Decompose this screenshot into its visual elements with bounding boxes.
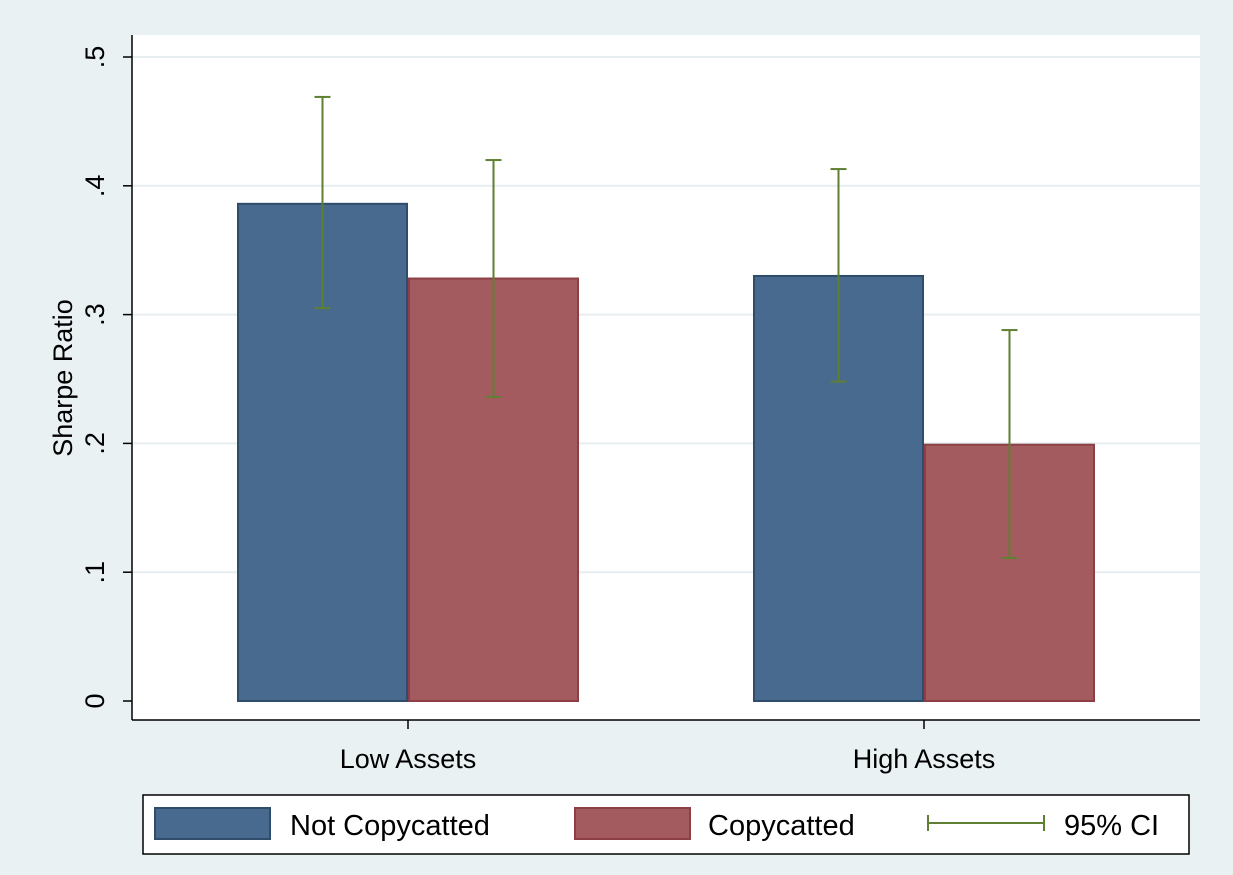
ci-not-copycatted-low-assets [314, 95, 331, 310]
x-tick-label: Low Assets [340, 744, 477, 774]
ci-not-copycatted-high-assets [830, 168, 847, 383]
legend-swatch-not-copycatted [154, 807, 271, 840]
y-tick-label: .2 [80, 432, 110, 455]
y-tick-label: .3 [80, 303, 110, 326]
ci-copycatted-high-assets [1001, 329, 1018, 560]
legend: Not Copycatted Copycatted 95% CI [142, 794, 1190, 855]
ci-copycatted-low-assets [485, 159, 502, 399]
legend-label: Copycatted [708, 810, 855, 842]
legend-label: Not Copycatted [290, 810, 490, 842]
x-tick-label: High Assets [853, 744, 996, 774]
legend-swatch-copycatted [574, 807, 691, 840]
axes: 0 .1 .2 .3 .4 .5 Low Assets High Assets [80, 35, 1200, 774]
confidence-intervals [314, 95, 1018, 560]
bars [237, 202, 1095, 702]
legend-ci-symbol [927, 815, 1045, 831]
legend-label-ci: 95% CI [1064, 810, 1159, 842]
y-tick-label: .4 [80, 175, 110, 198]
y-tick-label: .1 [80, 561, 110, 584]
y-tick-label: .5 [80, 46, 110, 69]
y-axis-title: Sharpe Ratio [48, 299, 78, 457]
y-tick-label: 0 [80, 693, 110, 708]
